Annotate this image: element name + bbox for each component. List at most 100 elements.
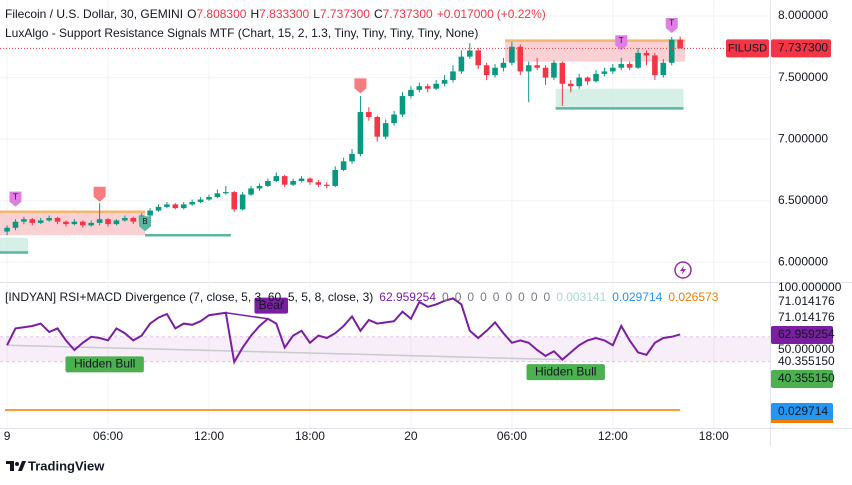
ohlc-value: 7.737300: [383, 7, 433, 21]
candle-body: [517, 46, 524, 72]
candle-body: [441, 80, 448, 84]
candle-body: [256, 185, 263, 189]
y-tick-label: 7.500000: [778, 70, 828, 84]
candle-body: [214, 193, 221, 198]
signal-pin: [615, 35, 628, 51]
candle-body: [113, 220, 120, 225]
candle-body: [180, 204, 187, 209]
candle-body: [677, 39, 683, 49]
x-tick-label: 9: [4, 429, 11, 443]
title: Filecoin / U.S. Dollar, 30, GEMINI: [5, 7, 183, 21]
flag-value: 0: [518, 290, 525, 304]
symbol-tag: [726, 39, 769, 58]
candle-body: [273, 176, 280, 182]
candle-body: [500, 62, 507, 68]
lower-tag-text: 40.355150: [778, 371, 835, 385]
candle-body: [567, 83, 574, 87]
candle-body: [71, 221, 78, 225]
ohlc-value: 7.833300: [259, 7, 309, 21]
candle-body: [63, 221, 69, 225]
candle-body: [37, 220, 44, 223]
candle-body: [223, 192, 229, 194]
signal-pin: [93, 186, 106, 202]
y-tick-label: 71.014176: [778, 310, 835, 324]
y-tick-label: 8.000000: [778, 8, 828, 22]
legend-line: Filecoin / U.S. Dollar, 30, GEMINI O7.808…: [5, 7, 546, 21]
candle-body: [382, 123, 389, 137]
symbol-tag-text: FILUSD: [728, 42, 767, 54]
x-tick-label: 06:00: [497, 429, 527, 443]
rsi-line: [6, 297, 681, 365]
ohlc-prefix: O: [187, 7, 196, 21]
candle-body: [433, 83, 439, 89]
divergence-line: [225, 312, 268, 320]
candle-body: [551, 62, 557, 78]
x-tick-label: 20: [404, 429, 418, 443]
candle-body: [105, 219, 111, 225]
candle-body: [79, 221, 86, 226]
candle-body: [130, 217, 137, 222]
alert-icon[interactable]: [674, 261, 692, 279]
divergence-tag: [526, 364, 605, 381]
macd-value: 0.026573: [668, 290, 718, 304]
sr-zone: [505, 40, 686, 62]
flag-value: 0: [544, 290, 551, 304]
rsi-tag: [771, 326, 833, 344]
signal-label: T: [669, 19, 674, 28]
divergence-line: [7, 344, 563, 361]
candle-body: [357, 112, 364, 154]
brand-name: TradingView: [28, 458, 105, 473]
y-tick-label: 100.000000: [778, 280, 842, 294]
divergence-label: Bear: [259, 298, 284, 312]
candle-body: [197, 199, 204, 202]
plot: 9 06:00 12:00 18:00 20 06:00 12:00 18:00 8.00000…: [0, 0, 842, 443]
rsi-tag-text: 62.959254: [778, 327, 835, 341]
candle-body: [483, 65, 490, 76]
flag-value: 0: [442, 290, 449, 304]
candle-body: [542, 67, 549, 78]
candle-body: [509, 46, 515, 63]
candle-body: [450, 71, 456, 81]
candle-body: [88, 222, 95, 226]
candle-body: [399, 96, 406, 115]
x-tick-label: 18:00: [699, 429, 729, 443]
candle-body: [374, 116, 381, 137]
candle-body: [576, 77, 582, 87]
flag-value: 0: [493, 290, 500, 304]
candle-body: [290, 181, 296, 185]
candle-body: [475, 50, 482, 66]
candle-body: [323, 184, 330, 186]
candle-body: [559, 62, 566, 84]
candle-body: [189, 201, 195, 205]
flag-value: 0: [455, 290, 462, 304]
candle-body: [332, 169, 338, 186]
candle-body: [467, 50, 473, 57]
candle-body: [340, 161, 347, 170]
candle-body: [391, 114, 397, 124]
candle-body: [122, 217, 128, 221]
candle-body: [239, 194, 246, 210]
signal-pin: [354, 78, 367, 94]
macd-tag-underline: [771, 420, 833, 423]
flag-value: 0: [480, 290, 487, 304]
candle-body: [231, 192, 238, 210]
x-tick-label: 18:00: [295, 429, 325, 443]
candle-body: [21, 219, 27, 222]
ohlc-prefix: H: [250, 7, 259, 21]
divergence-tag: [254, 297, 289, 314]
divergence-label: Hidden Bull: [74, 357, 135, 371]
y-tick-label: 40.355150: [778, 354, 835, 368]
signal-pin: [139, 216, 152, 232]
ohlc-value: 7.737300: [320, 7, 370, 21]
macd-value: 0.029714: [612, 290, 662, 304]
x-tick-label: 12:00: [194, 429, 224, 443]
ohlc-prefix: C: [374, 7, 383, 21]
candle-body: [96, 219, 103, 223]
y-tick-label: 6.500000: [778, 193, 828, 207]
candle-body: [584, 77, 591, 82]
macd-value: 0.003141: [556, 290, 606, 304]
candle-body: [164, 204, 170, 207]
candle-body: [366, 112, 372, 117]
